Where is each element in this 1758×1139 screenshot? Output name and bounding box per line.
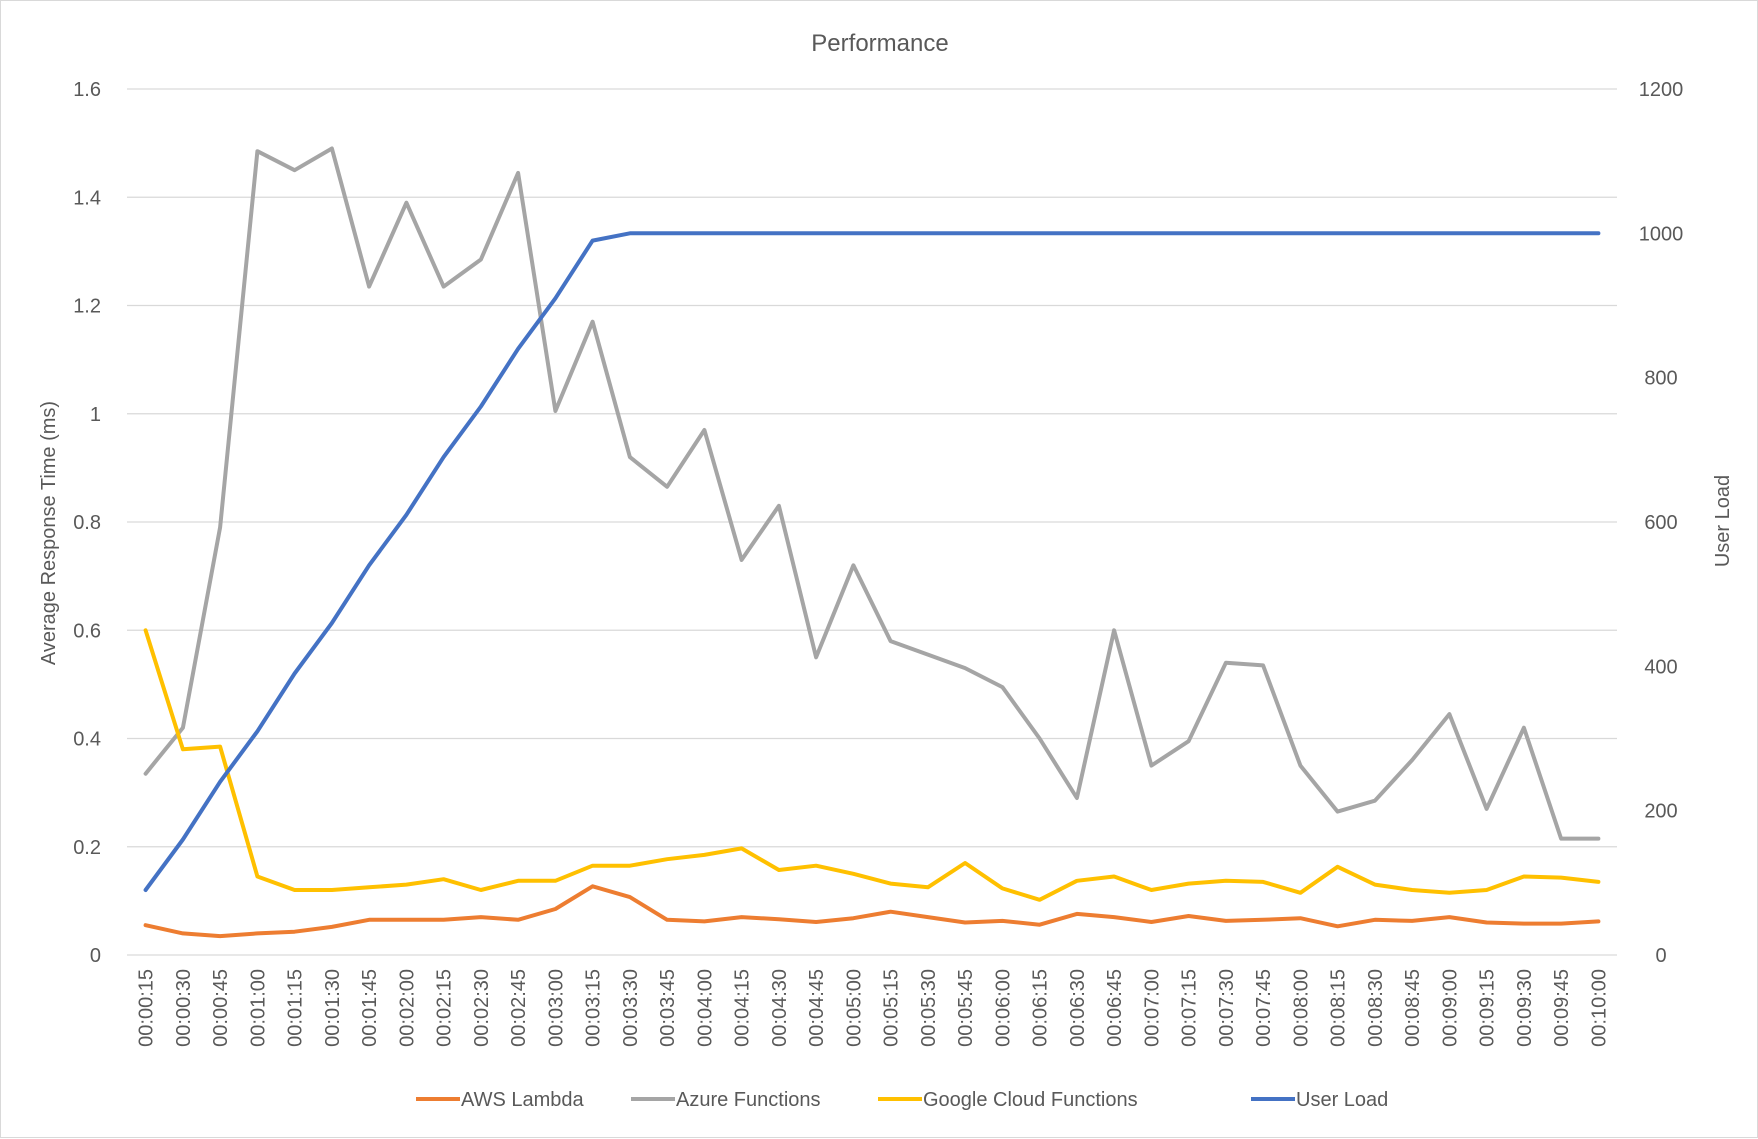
y-tick-label: 0.2 <box>73 837 101 859</box>
chart-title: Performance <box>811 30 948 57</box>
x-tick-label: 00:01:15 <box>285 969 307 1047</box>
y-tick-label: 1.4 <box>73 187 101 209</box>
x-tick-label: 00:07:30 <box>1216 969 1238 1047</box>
x-tick-label: 00:02:45 <box>508 969 530 1047</box>
y2-tick-label: 200 <box>1644 801 1677 823</box>
y2-tick-label: 600 <box>1644 512 1677 534</box>
x-tick-label: 00:09:15 <box>1477 969 1499 1047</box>
series-line-google-cloud-functions <box>143 628 1601 902</box>
series-lines <box>143 146 1601 939</box>
x-tick-label: 00:05:45 <box>955 969 977 1047</box>
y2-tick-label: 800 <box>1644 368 1677 390</box>
y2-axis-label: User Load <box>1712 475 1734 567</box>
x-tick-label: 00:10:00 <box>1588 969 1610 1047</box>
x-tick-label: 00:00:30 <box>173 969 195 1047</box>
y2-tick-label: 1000 <box>1639 223 1684 245</box>
x-tick-label: 00:03:45 <box>657 969 679 1047</box>
y2-axis-ticks: 0 200 400 600 800 1000 1200 <box>1639 79 1684 967</box>
x-tick-label: 00:03:30 <box>620 969 642 1047</box>
y-tick-label: 1.2 <box>73 296 101 318</box>
y-tick-label: 1.6 <box>73 79 101 101</box>
x-tick-label: 00:07:00 <box>1141 969 1163 1047</box>
x-tick-label: 00:01:00 <box>247 969 269 1047</box>
x-tick-label: 00:05:00 <box>843 969 865 1047</box>
y2-tick-label: 0 <box>1655 945 1666 967</box>
series-line-aws-lambda <box>143 884 1601 939</box>
x-tick-label: 00:07:15 <box>1179 969 1201 1047</box>
y-tick-label: 0.6 <box>73 620 101 642</box>
x-tick-label: 00:08:15 <box>1328 969 1350 1047</box>
x-tick-label: 00:06:15 <box>1030 969 1052 1047</box>
y-tick-label: 0.8 <box>73 512 101 534</box>
x-tick-label: 00:03:15 <box>583 969 605 1047</box>
series-line-azure-functions <box>143 146 1601 841</box>
x-tick-label: 00:06:30 <box>1067 969 1089 1047</box>
x-tick-label: 00:06:00 <box>992 969 1014 1047</box>
y-tick-label: 0.4 <box>73 729 101 751</box>
x-tick-label: 00:03:00 <box>545 969 567 1047</box>
legend-label-user-load: User Load <box>1296 1089 1388 1111</box>
y-tick-label: 0 <box>90 945 101 967</box>
x-tick-label: 00:04:00 <box>694 969 716 1047</box>
legend-label-aws-lambda: AWS Lambda <box>461 1089 585 1111</box>
x-tick-label: 00:07:45 <box>1253 969 1275 1047</box>
x-tick-label: 00:08:45 <box>1402 969 1424 1047</box>
x-tick-label: 00:02:00 <box>396 969 418 1047</box>
y-tick-label: 1 <box>90 404 101 426</box>
x-tick-label: 00:08:00 <box>1290 969 1312 1047</box>
y-axis-label: Average Response Time (ms) <box>38 401 60 665</box>
legend: AWS Lambda Azure Functions Google Cloud Fu… <box>416 1089 1388 1111</box>
gridlines <box>127 88 1617 956</box>
x-tick-label: 00:09:45 <box>1551 969 1573 1047</box>
y2-tick-label: 1200 <box>1639 79 1684 101</box>
legend-label-azure-functions: Azure Functions <box>676 1089 821 1111</box>
y-axis-ticks: 0 0.2 0.4 0.6 0.8 1 1.2 1.4 1.6 <box>73 79 101 967</box>
x-tick-label: 00:08:30 <box>1365 969 1387 1047</box>
x-tick-label: 00:04:45 <box>806 969 828 1047</box>
x-tick-label: 00:04:30 <box>769 969 791 1047</box>
x-tick-label: 00:09:00 <box>1439 969 1461 1047</box>
y2-tick-label: 400 <box>1644 656 1677 678</box>
x-tick-label: 00:00:15 <box>136 969 158 1047</box>
x-tick-label: 00:01:30 <box>322 969 344 1047</box>
x-tick-label: 00:09:30 <box>1514 969 1536 1047</box>
x-axis-ticks: 00:00:15 00:00:30 00:00:45 00:01:00 00:01:15… <box>136 969 1611 1047</box>
x-tick-label: 00:01:45 <box>359 969 381 1047</box>
x-tick-label: 00:00:45 <box>210 969 232 1047</box>
series-line-user-load <box>143 231 1601 892</box>
x-tick-label: 00:02:15 <box>434 969 456 1047</box>
x-tick-label: 00:06:45 <box>1104 969 1126 1047</box>
x-tick-label: 00:02:30 <box>471 969 493 1047</box>
legend-label-google-cloud-functions: Google Cloud Functions <box>923 1089 1138 1111</box>
x-tick-label: 00:05:30 <box>918 969 940 1047</box>
x-tick-label: 00:04:15 <box>732 969 754 1047</box>
x-tick-label: 00:05:15 <box>881 969 903 1047</box>
